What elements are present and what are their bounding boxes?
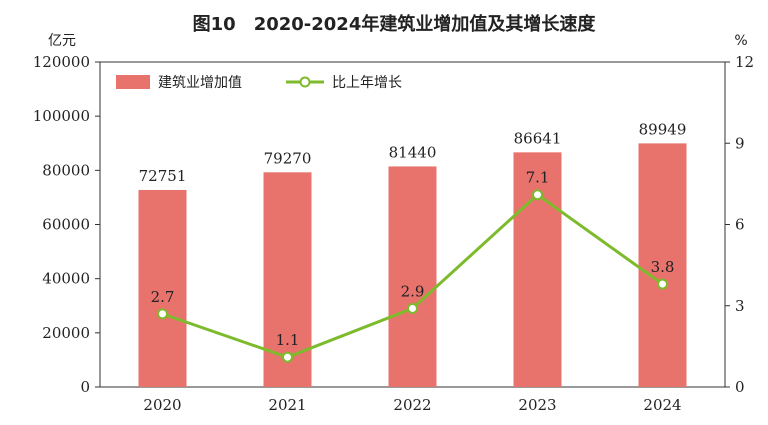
legend-bar-label: 建筑业增加值 (158, 75, 242, 91)
left-tick-label: 40000 (42, 270, 90, 288)
bar-2024 (638, 143, 687, 387)
growth-point-2020 (157, 308, 168, 320)
x-axis: 2020 2021 2022 2023 2024 (143, 396, 681, 414)
growth-value-label: 2.7 (151, 288, 175, 306)
right-tick-label: 0 (735, 378, 745, 396)
x-tick-label: 2021 (268, 396, 306, 414)
x-tick-label: 2024 (643, 396, 681, 414)
chart-title: 图10 2020-2024年建筑业增加值及其增长速度 (193, 13, 597, 35)
bar-value-label: 86641 (514, 129, 562, 147)
right-axis-unit: % (734, 33, 747, 49)
left-axis-unit: 亿元 (48, 33, 76, 49)
legend-line-label: 比上年增长 (332, 75, 402, 91)
x-tick-label: 2023 (518, 396, 556, 414)
bar-series: 72751 79270 81440 86641 89949 (138, 120, 687, 387)
growth-value-label: 2.9 (401, 282, 425, 300)
left-axis: 0 20000 40000 60000 80000 100000 120000 (33, 53, 100, 396)
growth-point-2023 (532, 189, 543, 201)
line-series: 2.7 1.1 2.9 7.1 3.8 (151, 169, 675, 363)
left-tick-label: 120000 (33, 53, 90, 71)
x-tick-label: 2022 (393, 396, 431, 414)
left-tick-label: 100000 (33, 107, 90, 125)
right-tick-label: 12 (735, 53, 754, 71)
bar-2020 (138, 189, 187, 387)
bar-value-label: 89949 (639, 120, 687, 138)
right-tick-label: 6 (735, 216, 745, 234)
x-tick-label: 2020 (143, 396, 181, 414)
growth-point-2024 (657, 278, 668, 290)
left-tick-label: 80000 (42, 161, 90, 179)
growth-value-label: 3.8 (651, 258, 675, 276)
right-tick-label: 3 (735, 297, 745, 315)
bar-value-label: 81440 (389, 143, 437, 161)
growth-value-label: 1.1 (276, 331, 300, 349)
bar-value-label: 72751 (139, 167, 187, 185)
left-tick-label: 60000 (42, 216, 90, 234)
legend: 建筑业增加值 比上年增长 (116, 75, 402, 91)
legend-bar-swatch (116, 75, 150, 89)
growth-point-2022 (407, 302, 418, 314)
bar-2023 (513, 152, 562, 387)
right-axis: 0 3 6 9 12 (725, 53, 754, 396)
growth-value-label: 7.1 (526, 169, 550, 187)
growth-point-2021 (282, 351, 293, 363)
left-tick-label: 20000 (42, 324, 90, 342)
right-tick-label: 9 (735, 134, 745, 152)
bar-2022 (388, 166, 437, 387)
bar-value-label: 79270 (264, 149, 312, 167)
legend-line-marker (299, 76, 311, 88)
left-tick-label: 0 (80, 378, 90, 396)
